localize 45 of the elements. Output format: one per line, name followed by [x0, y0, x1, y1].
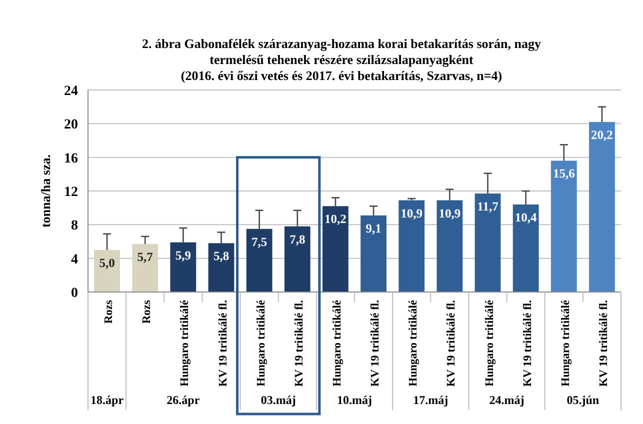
- y-tick-label: 0: [71, 286, 78, 301]
- y-axis-title: tonna/ha sza.: [38, 154, 53, 228]
- x-tick-label: KV 19 tritikálé fl.: [293, 300, 306, 387]
- x-tick-label: KV 19 tritikálé fl.: [446, 300, 458, 387]
- y-tick-label: 8: [71, 218, 78, 234]
- text: 26.ápr: [166, 393, 200, 407]
- x-tick-label: KV 19 tritikálé fl.: [370, 300, 382, 387]
- text: 03.máj: [260, 393, 296, 407]
- data-label: 9,1: [366, 221, 382, 236]
- y-tick-label: 24: [64, 84, 78, 99]
- x-tick-label: Rozs: [103, 299, 116, 324]
- x-tick-label: KV 19 tritikálé fl.: [522, 300, 534, 387]
- data-label: 10,9: [400, 206, 423, 220]
- y-tick-label: 16: [64, 151, 78, 166]
- x-tick-label: Hungaro tritikálé: [179, 300, 192, 386]
- data-label: 5,7: [137, 250, 153, 264]
- y-tick-label: 20: [64, 118, 78, 133]
- data-label: 11,7: [477, 200, 498, 214]
- data-label: 7,5: [252, 234, 268, 249]
- data-label: 7,8: [290, 232, 306, 246]
- text: 18.ápr: [90, 393, 124, 407]
- data-label: 10,2: [324, 212, 346, 226]
- y-tick-label: 12: [64, 185, 78, 200]
- data-label: 10,4: [514, 210, 538, 224]
- chart-title: 2. ábra Gabonafélék szárazanyag-hozama korai betakarítás során, nagy termelésű tehenek részére szilázsalapanyagként: [142, 36, 542, 67]
- text: 10.máj: [337, 393, 372, 407]
- x-tick-label: KV 19 tritikálé fl.: [598, 300, 610, 387]
- x-tick-label: Hungaro tritikálé: [255, 300, 268, 386]
- data-label: 5,8: [213, 249, 230, 264]
- text: 05.jún: [566, 393, 600, 407]
- text: 17.máj: [413, 393, 448, 407]
- data-label: 10,9: [438, 206, 461, 220]
- chart-subtitle: (2016. évi őszi vetés és 2017. évi betakarítás, Szarvas, n=4): [180, 68, 502, 83]
- y-tick-label: 4: [71, 252, 78, 268]
- data-label: 20,2: [591, 128, 613, 142]
- x-tick-label: KV 19 tritikálé fl.: [217, 300, 230, 387]
- x-tick-label: Hungaro tritikálé: [331, 300, 344, 386]
- x-tick-label: Rozs: [141, 299, 154, 324]
- x-tick-label: Hungaro tritikálé: [484, 300, 496, 386]
- x-tick-label: Hungaro tritikálé: [408, 300, 420, 386]
- text: 24.máj: [489, 393, 524, 407]
- data-label: 5,0: [99, 256, 115, 270]
- x-tick-label: Hungaro tritikálé: [560, 300, 572, 386]
- data-label: 5,9: [175, 248, 191, 262]
- data-label: 15,6: [552, 166, 575, 181]
